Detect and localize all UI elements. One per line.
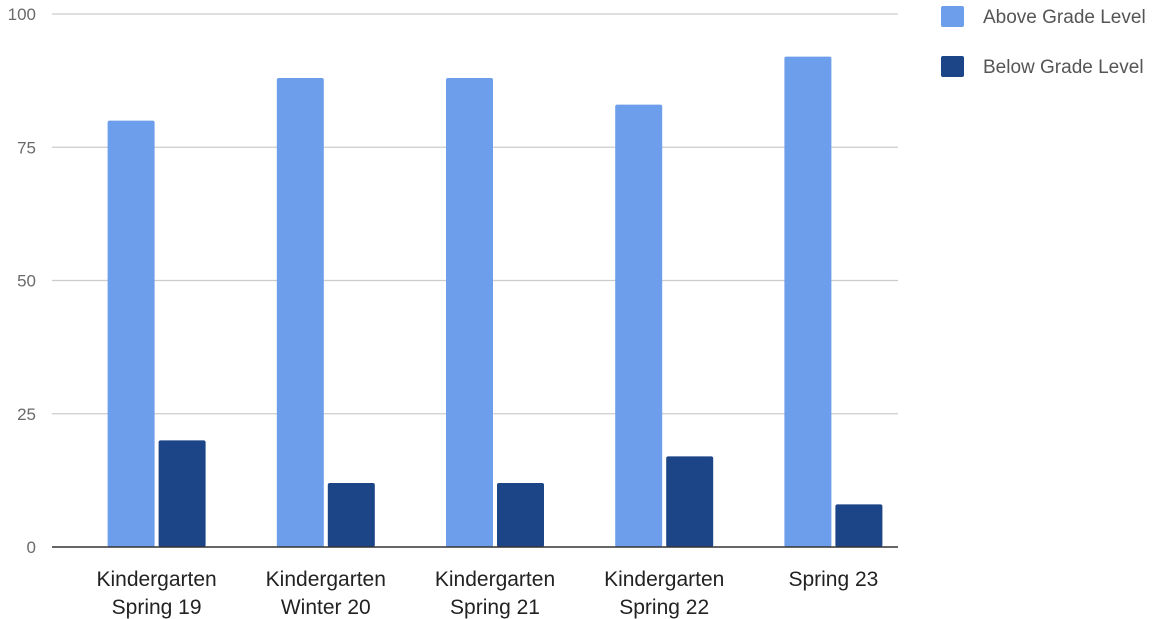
bar-below-grade-level[interactable] xyxy=(497,483,544,547)
y-axis-ticks: 0 25 50 75 100 xyxy=(8,5,36,557)
y-tick-label: 25 xyxy=(17,405,36,424)
bar-below-grade-level[interactable] xyxy=(666,456,714,547)
legend-swatch xyxy=(941,56,964,77)
y-tick-label: 100 xyxy=(8,5,36,24)
x-tick-label: Kindergarten Spring 21 xyxy=(435,568,555,619)
x-axis-ticks: Kindergarten Spring 19 Kindergarten Winter … xyxy=(96,568,878,619)
y-tick-label: 75 xyxy=(17,138,36,157)
legend-label: Above Grade Level xyxy=(983,7,1146,28)
bar-below-grade-level[interactable] xyxy=(835,504,883,547)
bars xyxy=(107,56,883,548)
bar-above-grade-level[interactable] xyxy=(615,104,663,548)
bar-above-grade-level[interactable] xyxy=(276,77,324,548)
x-tick-label: Spring 23 xyxy=(788,568,878,591)
y-tick-label: 50 xyxy=(17,272,36,291)
legend-swatch xyxy=(941,6,964,27)
bar-above-grade-level[interactable] xyxy=(446,77,493,548)
legend-label: Below Grade Level xyxy=(983,57,1144,78)
bar-below-grade-level[interactable] xyxy=(327,483,375,547)
bar-below-grade-level[interactable] xyxy=(158,440,206,547)
x-tick-label: Kindergarten Spring 19 xyxy=(96,568,216,619)
x-tick-label: Kindergarten Spring 22 xyxy=(604,568,724,619)
legend[interactable]: Above Grade Level Below Grade Level xyxy=(941,6,1146,78)
bar-above-grade-level[interactable] xyxy=(107,120,155,547)
x-tick-label: Kindergarten Winter 20 xyxy=(266,568,386,619)
bar-above-grade-level[interactable] xyxy=(784,56,832,547)
y-tick-label: 0 xyxy=(27,538,36,557)
